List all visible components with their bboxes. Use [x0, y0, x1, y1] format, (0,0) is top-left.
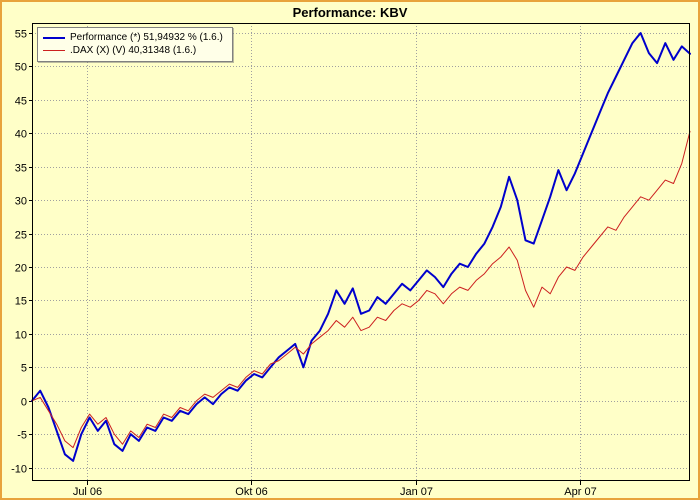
y-axis-label: 35 [15, 163, 27, 175]
y-axis-label: 5 [21, 363, 27, 375]
legend-item-performance: Performance (*) 51,94932 % (1.6.) [43, 31, 223, 44]
y-axis-label: 20 [15, 263, 27, 275]
y-axis-label: 40 [15, 129, 27, 141]
plot-border [32, 23, 690, 481]
y-axis-label: 0 [21, 397, 27, 409]
legend-label-performance: Performance (*) 51,94932 % (1.6.) [70, 32, 223, 43]
y-axis-label: -5 [17, 430, 27, 442]
y-axis-label: 30 [15, 196, 27, 208]
plot-area [32, 23, 690, 481]
x-axis-label: Okt 06 [235, 486, 267, 498]
series-line-dax [31, 130, 691, 449]
y-axis-label: 15 [15, 296, 27, 308]
y-axis-label: 25 [15, 230, 27, 242]
y-axis-label: 55 [15, 29, 27, 41]
y-axis-label: 50 [15, 62, 27, 74]
y-axis-label: -10 [11, 464, 27, 476]
y-axis-label: 45 [15, 96, 27, 108]
series-line-performance [31, 32, 691, 462]
y-axis-label: 10 [15, 330, 27, 342]
x-axis-label: Apr 07 [564, 486, 596, 498]
chart-title: Performance: KBV [292, 5, 408, 20]
legend-swatch-dax [43, 50, 65, 51]
chart-legend: Performance (*) 51,94932 % (1.6.) .DAX (X… [37, 27, 233, 62]
legend-label-dax: .DAX (X) (V) 40,31348 (1.6.) [70, 45, 197, 56]
legend-item-dax: .DAX (X) (V) 40,31348 (1.6.) [43, 44, 223, 57]
x-axis-label: Jan 07 [400, 486, 433, 498]
legend-swatch-performance [43, 36, 65, 39]
x-axis-label: Jul 06 [73, 486, 102, 498]
